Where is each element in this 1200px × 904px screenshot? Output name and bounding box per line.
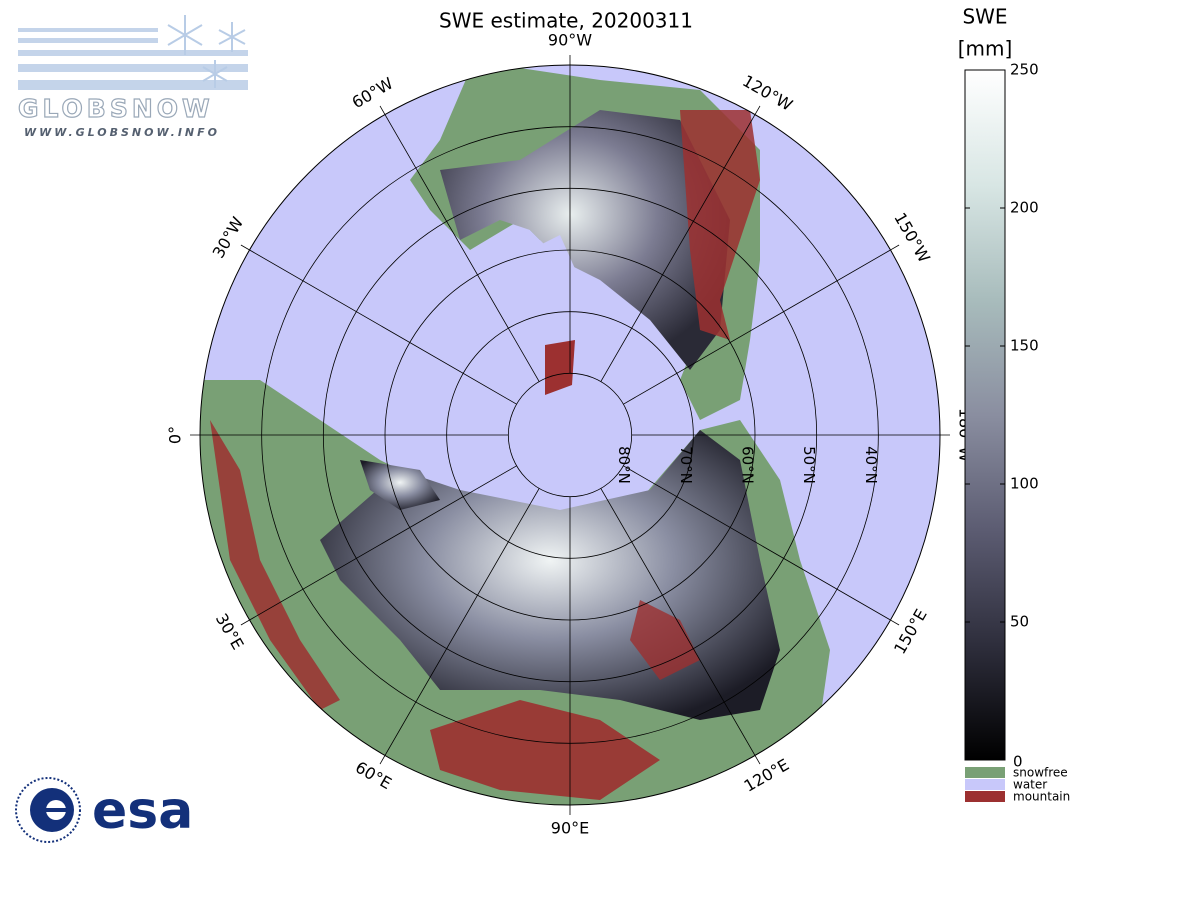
- legend-label: snowfree: [1013, 766, 1068, 780]
- legend-swatch: [965, 779, 1005, 790]
- colorbar-tick-label: 0: [1013, 753, 1023, 771]
- meridian-label: 0°: [166, 426, 185, 444]
- graticule: 80°N 70°N 60°N 50°N 40°N 0° 30°W 60°W 90°W 120°W 1…: [166, 31, 975, 838]
- meridian: [600, 488, 761, 765]
- parallel-label: 80°N: [615, 446, 633, 484]
- meridian-label: 90°W: [548, 31, 592, 50]
- chart-title: SWE estimate, 20200311: [439, 9, 693, 33]
- meridian-label: 150°E: [890, 606, 931, 658]
- legend-swatch: [965, 791, 1005, 802]
- esa-logo: esa: [15, 777, 193, 843]
- meridian-label: 30°W: [209, 213, 248, 261]
- meridian-label: 150°W: [890, 209, 934, 266]
- parallel-label: 40°N: [862, 446, 880, 484]
- meridian-label: 60°E: [352, 758, 395, 794]
- meridian-label: 90°E: [551, 819, 589, 838]
- meridian-label: 120°E: [741, 755, 793, 796]
- meridian: [623, 465, 900, 626]
- esa-name: esa: [92, 781, 193, 841]
- rockies: [680, 110, 760, 340]
- colorbar-tick-label: 250: [1010, 61, 1039, 79]
- globsnow-url: WWW.GLOBSNOW.INFO: [24, 126, 220, 139]
- globsnow-name: GLOBSNOW: [18, 94, 214, 123]
- siberia-mountains: [630, 600, 700, 680]
- legend-label: mountain: [1013, 790, 1070, 804]
- globsnow-logo: GLOBSNOW WWW.GLOBSNOW.INFO: [17, 15, 248, 139]
- meridian-label: 30°E: [212, 610, 248, 653]
- meridian: [623, 244, 900, 405]
- land: [200, 68, 830, 805]
- meridian-label: 120°W: [739, 71, 796, 115]
- colorbar-tick-label: 150: [1010, 337, 1039, 355]
- colorbar-tick-label: 50: [1010, 613, 1029, 631]
- scandinavia-snow: [360, 460, 440, 510]
- central-asia-mountains: [430, 700, 660, 800]
- legend-swatch: [965, 767, 1005, 778]
- meridian-label: 60°W: [349, 74, 397, 113]
- parallel-label: 70°N: [677, 446, 695, 484]
- colorbar-tick-label: 200: [1010, 199, 1039, 217]
- parallel-label: 60°N: [739, 446, 757, 484]
- meridian: [240, 465, 517, 626]
- colorbar: [964, 69, 1006, 761]
- meridian: [600, 105, 761, 382]
- colorbar-title: SWE: [962, 5, 1007, 29]
- colorbar-tick-label: 100: [1010, 475, 1039, 493]
- greenland-edge: [545, 340, 575, 395]
- meridian: [379, 105, 540, 382]
- meridian: [379, 488, 540, 765]
- colorbar-unit: [mm]: [958, 37, 1013, 61]
- hudson-bay: [530, 235, 580, 320]
- north-america-snow: [440, 110, 730, 370]
- meridian: [240, 244, 517, 405]
- scandinavia-mountains: [210, 420, 340, 710]
- legend-label: water: [1013, 778, 1047, 792]
- parallel-label: 50°N: [800, 446, 818, 484]
